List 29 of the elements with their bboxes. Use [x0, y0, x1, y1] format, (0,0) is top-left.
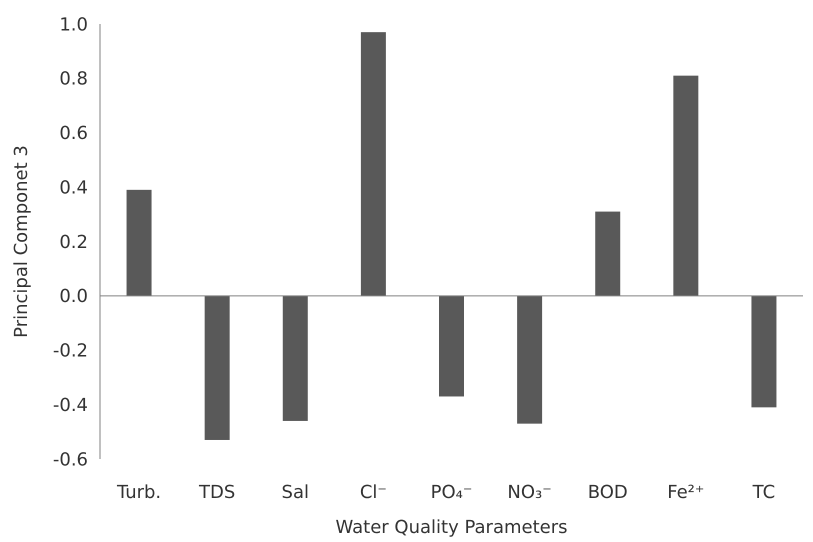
bar	[751, 296, 776, 408]
bar	[439, 296, 464, 396]
x-tick-label: Cl⁻	[360, 482, 387, 503]
bar	[126, 190, 152, 296]
y-tick-label: 0.8	[59, 68, 88, 90]
x-tick-label: Fe²⁺	[667, 482, 704, 503]
y-tick-label: -0.4	[52, 394, 88, 416]
x-axis-title: Water Quality Parameters	[336, 517, 568, 538]
y-tick-label: -0.2	[52, 340, 88, 362]
x-tick-label: BOD	[588, 482, 628, 503]
bar	[204, 296, 230, 440]
x-tick-label: PO₄⁻	[430, 482, 472, 503]
bar	[595, 212, 620, 296]
bar	[673, 76, 698, 296]
y-axis-title: Principal Componet 3	[11, 145, 32, 338]
y-tick-label: 1.0	[59, 14, 88, 36]
x-tick-label: TC	[752, 482, 776, 503]
y-tick-label: 0.0	[59, 286, 88, 308]
bar	[517, 296, 542, 424]
y-tick-label: 0.6	[59, 123, 88, 144]
bar	[282, 296, 308, 421]
y-tick-label: -0.6	[52, 449, 88, 470]
x-tick-label: Turb.	[116, 482, 162, 503]
y-tick-label: 0.4	[59, 177, 88, 198]
x-tick-label: Sal	[282, 482, 310, 503]
bar	[360, 32, 386, 296]
y-tick-label: 0.2	[59, 232, 88, 253]
x-tick-label: TDS	[198, 482, 236, 503]
x-tick-label: NO₃⁻	[507, 482, 552, 503]
